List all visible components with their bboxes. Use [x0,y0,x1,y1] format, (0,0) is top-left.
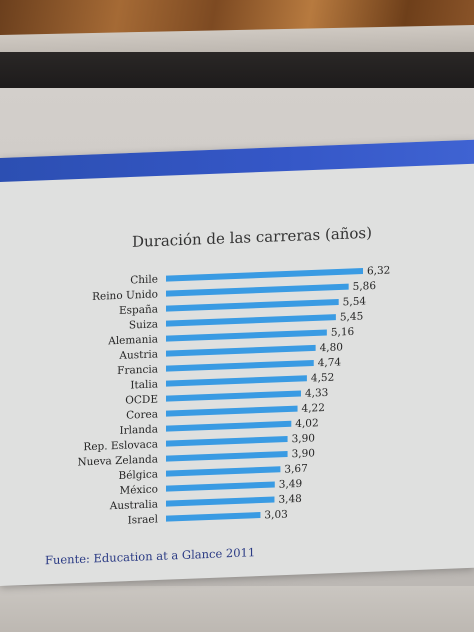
bar [166,283,349,297]
category-label: Francia [117,363,158,377]
value-label: 4,74 [318,356,342,369]
bar [166,435,288,447]
value-label: 5,86 [353,280,377,293]
bar [166,329,327,342]
value-label: 3,03 [264,508,287,521]
chart-title: Duración de las carreras (años) [132,224,372,251]
bar [166,496,275,507]
category-label: OCDE [125,393,158,406]
category-label: Reino Unido [92,288,158,303]
bar [166,390,301,402]
value-label: 5,45 [340,311,363,324]
value-label: 3,90 [292,447,315,460]
category-label: Austria [118,348,158,362]
floor-background [0,586,474,632]
value-label: 6,32 [367,265,390,278]
bar [166,268,363,282]
bar [166,298,339,312]
category-label: Alemania [107,333,158,347]
bar [166,405,298,417]
value-label: 5,54 [343,295,367,308]
projection-screen: Duración de las carreras (años) Chile 6,3… [0,139,474,586]
value-label: 4,02 [295,417,318,430]
category-label: Italia [130,378,158,391]
category-label: Chile [130,273,158,286]
category-label: España [119,303,158,316]
bar [166,314,336,327]
bar [166,359,314,372]
dark-ceiling-band [0,52,474,92]
category-label: Israel [128,513,159,526]
bars-group: Chile 6,32 Reino Unido 5,86 España 5,54 Suiza 5… [77,265,390,527]
bar [166,375,307,387]
category-label: Australia [109,498,158,512]
category-label: Irlanda [119,423,158,436]
bar [166,420,292,432]
value-label: 4,80 [320,341,343,354]
bar [166,511,261,522]
category-label: Nueva Zelanda [77,453,158,468]
bar [166,450,288,462]
value-label: 5,16 [331,326,355,339]
value-label: 3,49 [279,478,302,491]
value-label: 4,33 [305,387,328,400]
category-label: Rep. Eslovaca [83,438,158,453]
bar [166,344,316,357]
category-label: Bélgica [118,468,158,482]
category-label: México [120,483,158,496]
bar [166,466,281,477]
value-label: 3,67 [284,463,307,476]
value-label: 4,22 [302,402,325,415]
chart-source: Fuente: Education at a Glance 2011 [45,545,255,567]
value-label: 4,52 [311,372,334,385]
bar [166,481,275,492]
value-label: 3,48 [278,493,301,506]
category-label: Suiza [129,318,158,331]
value-label: 3,90 [292,432,315,445]
category-label: Corea [126,408,158,421]
bar-chart: Duración de las carreras (años) Chile 6,3… [45,224,390,568]
